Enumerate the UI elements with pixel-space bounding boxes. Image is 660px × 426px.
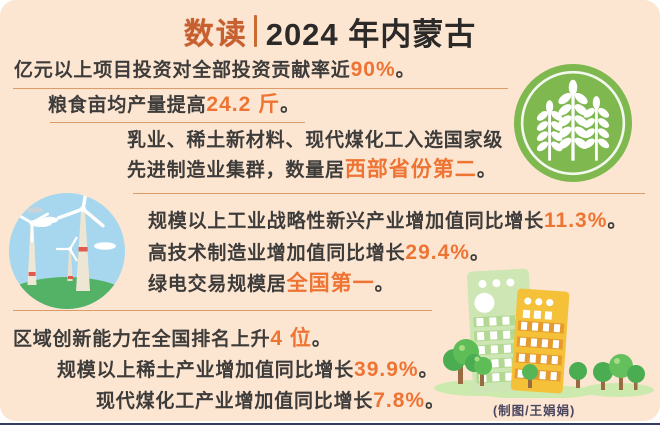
fact-line: 绿电交易规模居全国第一。 <box>148 272 394 297</box>
page-title: 2024 年内蒙古 <box>265 16 477 52</box>
fact-highlight: 39.9% <box>354 358 419 381</box>
fact-text: 规模以上稀土产业增加值同比增长 <box>57 360 355 381</box>
bottom-border <box>0 423 660 425</box>
fact-text: 。 <box>418 360 439 381</box>
fact-highlight: 4 位 <box>270 327 312 350</box>
fact-highlight: 90% <box>350 58 396 81</box>
fact-line: 区域创新能力在全国排名上升4 位。 <box>13 327 332 352</box>
wind-turbines-icon <box>9 193 125 309</box>
fact-line: 先进制造业集群，数量居西部省份第二。 <box>127 158 497 183</box>
fact-highlight: 全国第一 <box>286 272 375 295</box>
section-divider <box>13 88 508 89</box>
fact-text: 。 <box>469 243 490 264</box>
section-divider <box>13 310 432 311</box>
section-divider <box>133 193 645 194</box>
fact-text: 区域创新能力在全国排名上升 <box>13 329 271 350</box>
fact-text: 绿电交易规模居 <box>148 274 287 295</box>
fact-highlight: 11.3% <box>544 209 608 232</box>
header: 数读 2024 年内蒙古 <box>0 12 660 52</box>
fact-text: 。 <box>280 95 300 116</box>
fact-text: 乳业、稀土新材料、现代煤化工入选国家级 <box>127 130 504 151</box>
fact-line: 规模以上稀土产业增加值同比增长39.9%。 <box>57 358 438 383</box>
header-divider <box>253 15 257 47</box>
fact-text: 规模以上工业战略性新兴产业增加值同比增长 <box>148 211 545 232</box>
fact-text: 高技术制造业增加值同比增长 <box>148 243 406 264</box>
fact-text: 。 <box>476 160 497 181</box>
section-divider <box>50 122 305 123</box>
credit-label: (制图/王娟娟) <box>493 404 576 418</box>
fact-text: 粮食亩均产量提高 <box>48 95 207 116</box>
fact-text: 。 <box>395 60 416 81</box>
fact-highlight: 29.4% <box>405 241 470 264</box>
fact-text: 。 <box>374 274 395 295</box>
fact-line: 亿元以上项目投资对全部投资贡献率近90%。 <box>14 58 415 83</box>
fact-highlight: 7.8% <box>373 389 426 412</box>
fact-text: 先进制造业集群，数量居 <box>127 160 345 181</box>
fact-line: 高技术制造业增加值同比增长29.4%。 <box>148 241 490 266</box>
fact-text: 。 <box>425 391 445 412</box>
fact-highlight: 24.2 斤 <box>206 93 281 116</box>
fact-line: 乳业、稀土新材料、现代煤化工入选国家级 <box>127 128 503 153</box>
fact-line: 现代煤化工产业增加值同比增长7.8%。 <box>96 389 445 414</box>
fact-highlight: 西部省份第二 <box>344 158 477 181</box>
fact-line: 规模以上工业战略性新兴产业增加值同比增长11.3%。 <box>148 209 627 234</box>
city-buildings-icon <box>428 262 660 399</box>
header-tag: 数读 <box>183 18 248 51</box>
fact-line: 粮食亩均产量提高24.2 斤。 <box>48 93 300 118</box>
fact-text: 。 <box>311 329 332 350</box>
fact-text: 现代煤化工产业增加值同比增长 <box>96 391 374 412</box>
fact-text: 。 <box>607 211 628 232</box>
wheat-circle-icon <box>514 64 632 182</box>
fact-text: 亿元以上项目投资对全部投资贡献率近 <box>14 60 351 81</box>
